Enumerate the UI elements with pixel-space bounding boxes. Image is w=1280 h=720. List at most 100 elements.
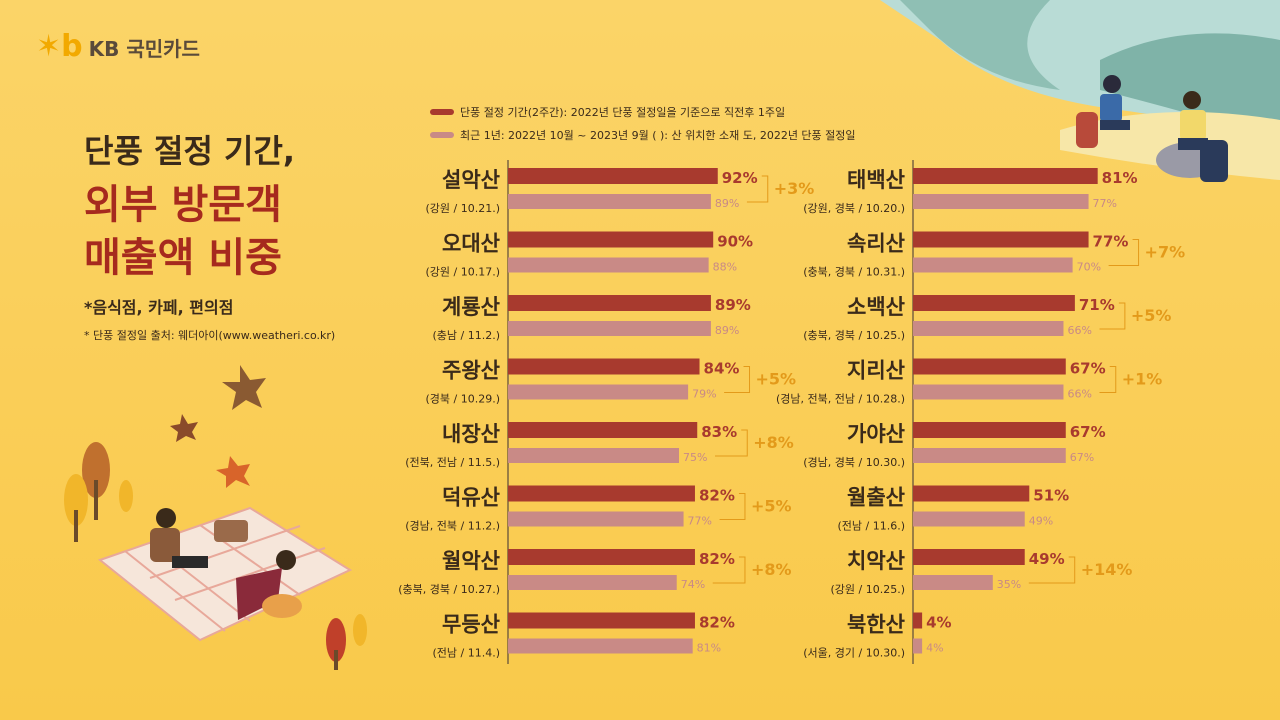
mountain-name: 월악산 (442, 549, 500, 573)
mountain-name: 월출산 (847, 486, 905, 510)
logo-text: KB 국민카드 (88, 36, 200, 61)
bar-recent (508, 575, 677, 590)
page-title-line3: 매출액 비중 (84, 235, 282, 281)
picnic-illustration (97, 506, 353, 642)
value-label-recent: 88% (713, 261, 737, 274)
bar-peak (913, 358, 1066, 375)
mountain-region-date: (서울, 경기 / 10.30.) (803, 647, 905, 660)
mountain-region-date: (경남, 전북, 전남 / 10.28.) (776, 393, 905, 406)
bar-peak (913, 231, 1089, 248)
bar-recent (508, 321, 711, 336)
diff-label: +8% (753, 433, 794, 452)
value-label-recent: 67% (1070, 451, 1094, 464)
legend-label-recent: 최근 1년: 2022년 10월 ~ 2023년 9월 ( ): 산 위치한 소… (460, 129, 856, 142)
value-label-peak: 81% (1102, 169, 1138, 187)
diff-label: +3% (774, 179, 815, 198)
mountain-name: 북한산 (847, 613, 905, 637)
bar-peak (508, 549, 695, 565)
value-label-recent: 49% (1029, 515, 1053, 528)
bar-peak (913, 295, 1075, 311)
hikers-illustration (1076, 75, 1228, 182)
maple-leaf-icon (170, 365, 266, 488)
bar-peak (913, 168, 1098, 184)
mountain-name: 소백산 (847, 295, 905, 319)
mountain-name: 속리산 (847, 232, 905, 256)
page-title-line2: 외부 방문객 (84, 182, 282, 228)
value-label-peak: 49% (1029, 550, 1065, 568)
mountain-name: 내장산 (442, 422, 500, 446)
mountain-name: 오대산 (442, 232, 500, 256)
mountain-region-date: (전북, 전남 / 11.5.) (405, 456, 500, 469)
value-label-peak: 71% (1079, 296, 1115, 314)
bar-recent (508, 257, 709, 273)
bar-recent (508, 194, 711, 209)
mountain-region-date: (경남, 경북 / 10.30.) (803, 456, 905, 469)
bar-recent (913, 511, 1025, 527)
diff-label: +14% (1081, 560, 1133, 579)
diff-label: +5% (1131, 306, 1172, 325)
bar-recent (508, 511, 684, 527)
bar-peak (508, 612, 695, 629)
value-label-recent: 66% (1067, 388, 1091, 401)
value-label-peak: 82% (699, 614, 735, 632)
value-label-recent: 79% (692, 388, 716, 401)
mountain-region-date: (충남 / 11.2.) (432, 329, 500, 342)
legend-item-recent: 최근 1년: 2022년 10월 ~ 2023년 9월 ( ): 산 위치한 소… (430, 127, 856, 143)
diff-bracket (719, 493, 746, 520)
bar-peak (508, 295, 711, 311)
source-note: * 단풍 절정일 출처: 웨더아이(www.weatheri.co.kr) (84, 329, 336, 342)
diff-label: +5% (756, 370, 797, 389)
mountain-name: 주왕산 (442, 359, 500, 383)
mountain-region-date: (전남 / 11.6.) (837, 520, 905, 533)
bar-chart: 설악산 (강원 / 10.21.) 92% 89% +3% 오대산 (강원 / 10.17.… (398, 160, 1185, 664)
value-label-recent: 66% (1067, 324, 1091, 337)
value-label-recent: 89% (715, 324, 739, 337)
bar-recent (913, 321, 1064, 336)
mountain-name: 무등산 (442, 613, 500, 637)
value-label-peak: 77% (1093, 233, 1129, 251)
diff-bracket (1099, 302, 1126, 330)
value-label-peak: 82% (699, 487, 735, 505)
diff-bracket (746, 175, 769, 203)
bar-peak (508, 422, 698, 438)
bar-recent (508, 638, 693, 654)
mountain-region-date: (전남 / 11.4.) (432, 647, 500, 660)
value-label-peak: 84% (704, 360, 740, 378)
value-label-peak: 82% (699, 550, 735, 568)
bar-recent (913, 638, 923, 654)
diff-label: +8% (751, 560, 792, 579)
value-label-peak: 92% (722, 169, 758, 187)
diff-label: +7% (1145, 243, 1186, 262)
value-label-peak: 67% (1070, 423, 1106, 441)
legend-swatch-peak (430, 109, 454, 115)
value-label-recent: 70% (1077, 261, 1101, 274)
diff-label: +5% (751, 497, 792, 516)
bar-recent (913, 448, 1066, 463)
mountain-region-date: (강원 / 10.21.) (425, 202, 500, 215)
mountain-region-date: (경북 / 10.29.) (425, 393, 500, 406)
value-label-recent: 74% (681, 578, 705, 591)
value-label-recent: 4% (926, 642, 943, 655)
diff-bracket (724, 366, 751, 393)
value-label-peak: 51% (1033, 487, 1069, 505)
bar-peak (913, 485, 1030, 502)
bar-peak (508, 485, 695, 502)
value-label-recent: 89% (715, 197, 739, 210)
bar-peak (508, 358, 700, 375)
value-label-peak: 89% (715, 296, 751, 314)
mountain-region-date: (강원 / 10.17.) (425, 266, 500, 279)
kb-logo-icon: ✶b (36, 29, 83, 64)
mountain-region-date: (경남, 전북 / 11.2.) (405, 520, 500, 533)
mountain-name: 덕유산 (442, 486, 500, 510)
value-label-recent: 77% (1093, 197, 1117, 210)
bar-peak (508, 231, 714, 248)
bar-recent (913, 384, 1064, 400)
bar-recent (913, 257, 1073, 273)
mountain-name: 설악산 (442, 168, 500, 192)
diff-bracket (712, 556, 746, 584)
mountain-region-date: (충북, 경북 / 10.27.) (398, 583, 500, 596)
bar-peak (913, 549, 1025, 565)
mountain-name: 지리산 (847, 359, 905, 383)
value-label-peak: 90% (717, 233, 753, 251)
